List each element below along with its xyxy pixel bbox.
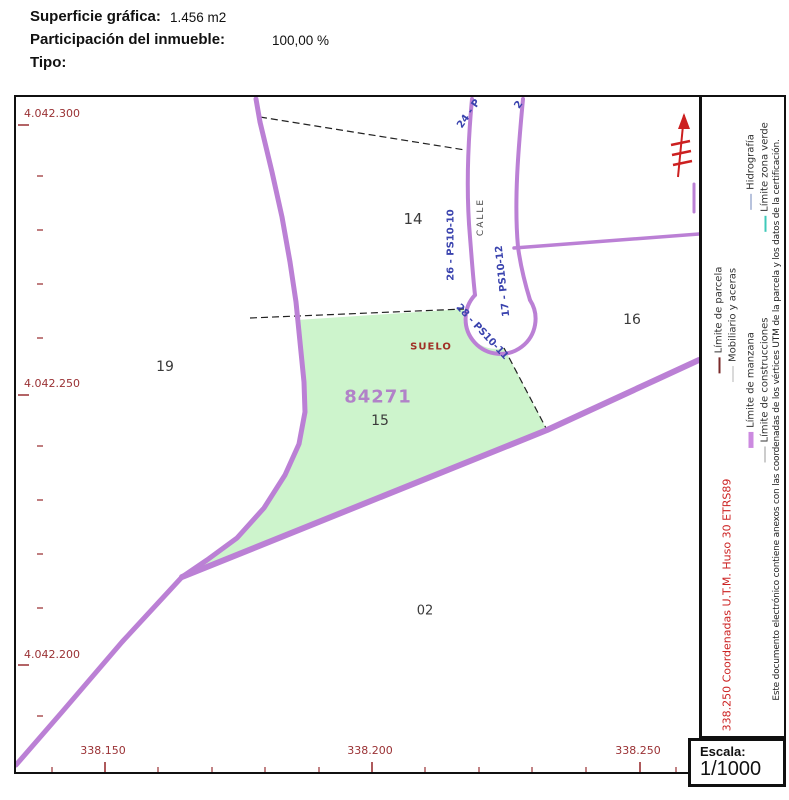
legend-label: Límite de parcela (713, 266, 725, 354)
legend-item-mobiliario: Mobiliario y aceras (727, 267, 739, 383)
legend-label: Límite de manzana (745, 332, 757, 428)
participacion-label: Participación del inmueble: (30, 31, 226, 48)
legend-item-construcciones: Límite de construcciones (760, 318, 771, 463)
parcel-15-polygon (182, 309, 547, 577)
north-arrow-icon (670, 113, 693, 178)
utm-coordinates-note: 338.250 Coordenadas U.T.M. Huso 30 ETRS8… (720, 478, 734, 732)
parcel-limit-top (259, 116, 466, 151)
west-block-limit (13, 96, 308, 768)
highlight-parcel-ref: 84271 (344, 386, 412, 408)
superficie-value: 1.456 m2 (170, 10, 227, 25)
street-left-edge (465, 97, 477, 297)
x-axis-label-2: 338.250 (615, 744, 661, 757)
y-axis-label-0: 4.042.300 (24, 107, 80, 120)
legend-label: Límite de construcciones (759, 317, 771, 443)
land-use-label: SUELO (410, 341, 452, 353)
construcciones-line-icon (764, 446, 766, 463)
legend-label: Límite zona verde (759, 122, 771, 212)
parcel-label-14: 14 (403, 210, 423, 228)
parcel-label-02: 02 (416, 603, 434, 619)
x-axis-label-0: 338.150 (80, 744, 126, 757)
scale-box: Escala: 1/1000 (688, 738, 786, 787)
mobiliario-line-icon (732, 366, 734, 383)
scale-value: 1/1000 (700, 758, 762, 780)
legend-label: Mobiliario y aceras (727, 267, 739, 363)
y-axis-ticks (18, 124, 43, 717)
scale-label: Escala: (700, 744, 746, 759)
document-disclaimer-note: Este documento electrónico contiene anex… (772, 139, 782, 701)
legend-item-hidrografia: Hidrografía (746, 134, 757, 210)
y-axis-label-2: 4.042.200 (24, 648, 80, 661)
hidrografia-line-icon (750, 193, 752, 210)
parcel-label-15: 15 (371, 413, 389, 429)
map-drawing (13, 96, 702, 772)
parcel-label-19: 19 (156, 359, 174, 375)
y-axis-label-1: 4.042.250 (24, 377, 80, 390)
parcel-limit-east (503, 347, 548, 431)
legend-label: Hidrografía (745, 134, 757, 190)
parcel-label-16: 16 (623, 312, 641, 328)
cadastral-map (13, 95, 702, 774)
zona-verde-line-icon (764, 215, 766, 232)
street-name-calle: CALLE (476, 197, 486, 237)
street-number-26: 26 - PS10-10 (445, 209, 457, 281)
diagonal-road (179, 357, 702, 580)
street-right-edge (514, 97, 532, 302)
parcel-limit-north (249, 308, 465, 319)
legend-item-limite-parcela: Límite de parcela (714, 267, 725, 374)
legend-item-limite-manzana: Límite de manzana (746, 332, 757, 448)
superficie-label: Superficie gráfica: (30, 8, 161, 25)
x-axis-label-1: 338.200 (347, 744, 393, 757)
tipo-label: Tipo: (30, 54, 67, 71)
spur-to-parcel16 (512, 232, 701, 250)
legend-item-zona-verde: Límite zona verde (760, 122, 771, 232)
participacion-value: 100,00 % (272, 33, 330, 48)
parcela-line-icon (718, 357, 720, 374)
manzana-line-icon (748, 431, 754, 448)
x-axis-ticks (51, 762, 677, 772)
culdesac-bulb (463, 293, 538, 356)
legend-sidebar (700, 95, 786, 738)
